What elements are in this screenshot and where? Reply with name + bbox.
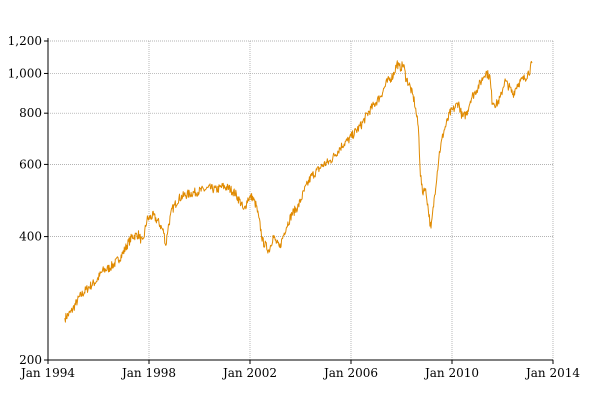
x-tick-label: Jan 1994 [19, 366, 75, 380]
x-tick-label: Jan 2002 [221, 366, 277, 380]
y-tick-label: 800 [19, 106, 42, 120]
gridlines [47, 40, 554, 360]
series-layer [64, 60, 533, 323]
y-tick-label: 1,000 [8, 66, 42, 80]
tick-labels: 200 400 600 800 1,000 1,200 Jan 1994 Jan 1998 Ja… [8, 34, 581, 380]
x-tick-label: Jan 2010 [423, 366, 479, 380]
series-line [64, 60, 533, 323]
axes [44, 38, 554, 364]
x-tick-label: Jan 1998 [120, 366, 176, 380]
y-tick-label: 400 [19, 230, 42, 244]
y-tick-label: 200 [19, 353, 42, 367]
y-tick-label: 600 [19, 157, 42, 171]
y-tick-label: 1,200 [8, 34, 42, 48]
x-tick-label: Jan 2006 [322, 366, 378, 380]
x-tick-label: Jan 2014 [524, 366, 580, 380]
